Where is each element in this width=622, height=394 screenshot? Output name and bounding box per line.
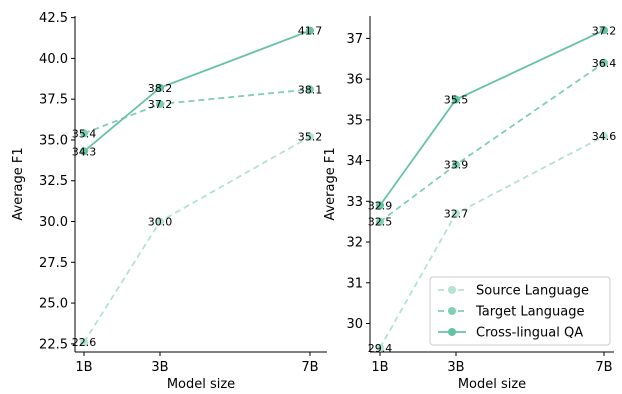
data-point (452, 209, 460, 218)
series-line-target-language (379, 62, 605, 223)
legend-marker (448, 307, 456, 315)
data-point (376, 343, 384, 352)
data-label: 36.4 (592, 57, 617, 70)
data-label: 35.5 (444, 93, 469, 106)
x-tick-label: 3B (447, 360, 464, 375)
data-point (452, 160, 460, 169)
chart-panel-1: 22.5 25.0 27.5 30.0 32.5 35.0 37.5 40.0 42.5 1B 3B… (11, 11, 327, 392)
y-tick-label: 37.5 (39, 93, 68, 108)
data-point (80, 129, 88, 138)
series-line-cross-lingual-qa (83, 29, 311, 153)
x-tick-label: 1B (75, 360, 92, 375)
data-label: 37.2 (148, 98, 173, 111)
y-tick-label: 32 (346, 236, 363, 251)
data-label: 35.4 (72, 127, 97, 140)
data-point (80, 147, 88, 156)
legend-label: Source Language (476, 284, 589, 299)
x-tick-label: 7B (595, 360, 612, 375)
y-tick-label: 33 (346, 195, 363, 210)
y-tick-label: 42.5 (39, 11, 68, 26)
data-point (156, 83, 164, 92)
y-tick-label: 30.0 (39, 215, 68, 230)
legend-box (429, 276, 611, 346)
data-label: 32.5 (368, 216, 393, 229)
x-tick-label: 3B (151, 360, 168, 375)
data-point (600, 26, 608, 35)
y-tick-label: 32.5 (39, 174, 68, 189)
y-tick-label: 35.0 (39, 133, 68, 148)
data-label: 35.2 (298, 131, 323, 144)
legend-marker (448, 286, 456, 294)
data-point (156, 100, 164, 109)
series-line-source-language (83, 135, 311, 343)
data-label: 38.1 (298, 83, 323, 96)
data-point (156, 217, 164, 226)
data-label: 32.7 (444, 208, 469, 221)
y-tick-label: 40.0 (39, 52, 68, 67)
data-label: 37.2 (592, 24, 617, 37)
y-tick-label: 35 (346, 113, 363, 128)
y-tick-label: 31 (346, 276, 363, 291)
legend-marker (448, 328, 456, 336)
series-line-cross-lingual-qa (379, 29, 605, 206)
y-tick-label: 37 (346, 32, 363, 47)
legend-label: Cross-lingual QA (476, 326, 583, 341)
data-label: 34.3 (72, 145, 97, 158)
y-tick-label: 25.0 (39, 297, 68, 312)
y-axis-title: Average F1 (11, 147, 26, 220)
x-tick-label: 1B (371, 360, 388, 375)
data-point (600, 132, 608, 141)
y-tick-label: 36 (346, 73, 363, 88)
x-tick-label: 7B (301, 360, 318, 375)
data-point (80, 338, 88, 347)
y-tick-label: 22.5 (39, 337, 68, 352)
data-label: 33.9 (444, 159, 469, 172)
x-axis-title: Model size (167, 377, 235, 392)
data-label: 30.0 (148, 216, 173, 229)
data-point (600, 58, 608, 67)
data-point (306, 85, 314, 94)
chart-panel-2: 30 31 32 33 34 35 36 37 1B 3B 7B Model size Average … (323, 16, 616, 392)
data-label: 22.6 (72, 336, 97, 349)
data-label: 32.9 (368, 199, 393, 212)
data-point (452, 95, 460, 104)
data-label: 38.2 (148, 82, 173, 95)
data-point (376, 201, 384, 210)
y-tick-label: 34 (346, 154, 363, 169)
series-line-target-language (83, 88, 311, 135)
x-axis-title: Model size (458, 377, 526, 392)
y-axis-title: Average F1 (323, 147, 338, 220)
y-tick-label: 30 (346, 317, 363, 332)
data-label: 34.6 (592, 130, 617, 143)
legend-label: Target Language (475, 305, 585, 320)
data-point (306, 132, 314, 141)
data-label: 29.4 (368, 342, 393, 355)
y-tick-label: 27.5 (39, 256, 68, 271)
data-point (306, 26, 314, 35)
data-label: 41.7 (298, 25, 323, 38)
data-point (376, 217, 384, 226)
